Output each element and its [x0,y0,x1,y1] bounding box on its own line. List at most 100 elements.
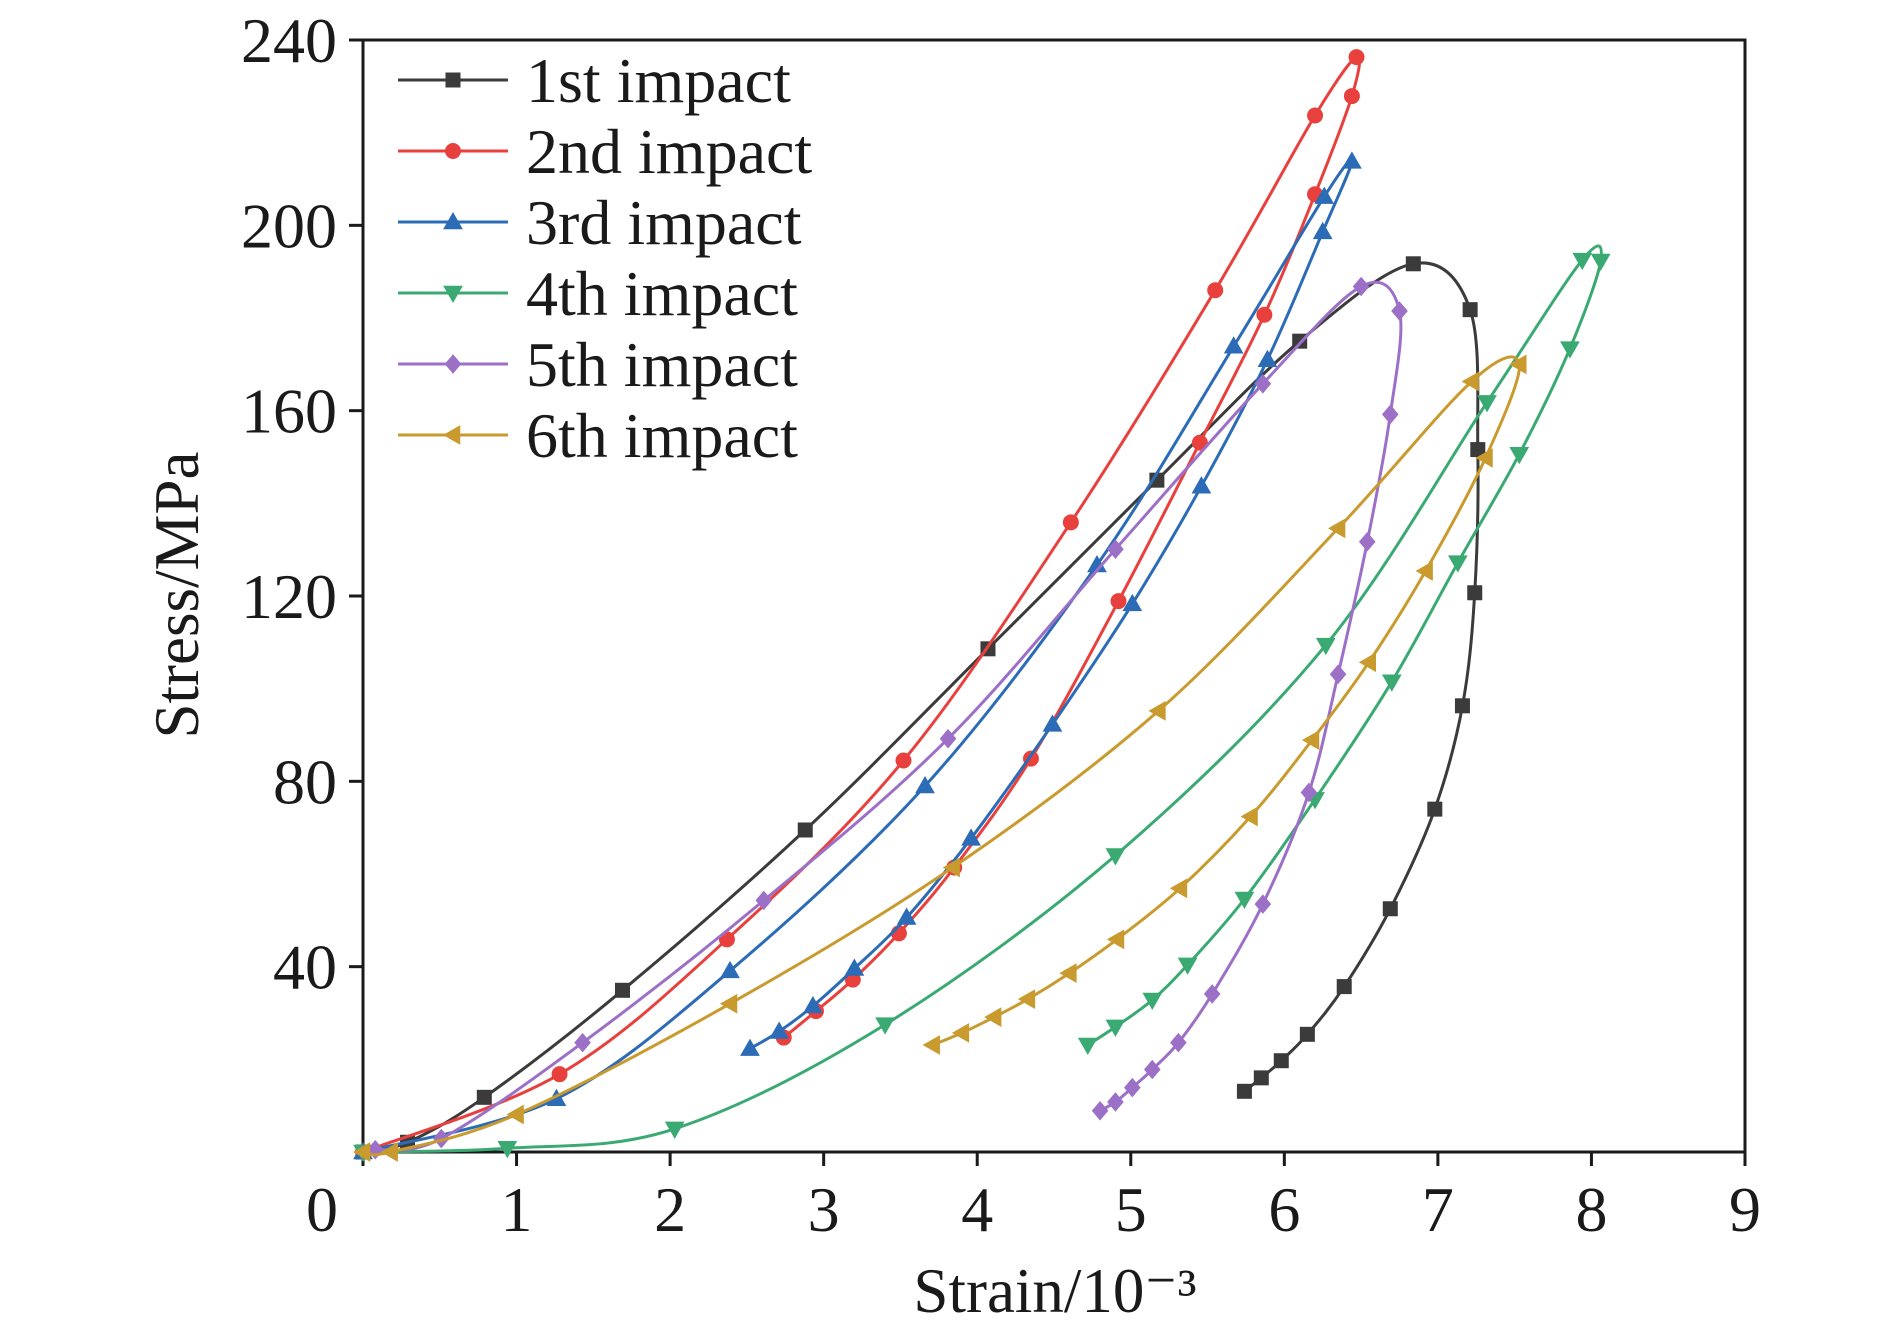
x-tick-label: 6 [1268,1174,1300,1245]
x-tick-label: 5 [1115,1174,1147,1245]
data-point [1461,371,1479,392]
legend-label: 3rd impact [526,187,802,258]
data-point [1382,901,1398,917]
data-point [803,996,823,1014]
series-1st-impact [355,256,1486,1160]
y-axis-label: Stress/MPa [142,451,212,738]
data-point [1560,341,1580,359]
data-point [961,828,981,846]
data-point [380,1142,398,1162]
series-line [361,355,1521,1157]
data-point [506,1104,524,1125]
data-point [1106,929,1125,950]
legend-marker [444,354,462,374]
x-tick-label: 2 [654,1174,686,1245]
legend-label: 1st impact [526,45,791,116]
data-point [1477,395,1497,413]
data-point [1017,989,1036,1009]
data-point [1191,476,1212,494]
data-point [1509,446,1530,465]
data-point [1590,253,1611,272]
data-point [664,1121,685,1139]
data-point [1447,555,1468,573]
data-point [1352,276,1370,297]
legend-item: 6th impact [398,400,798,471]
data-point [1454,698,1470,714]
legend-item: 1st impact [398,45,791,116]
data-point [1142,992,1163,1011]
data-point [497,1141,518,1159]
legend-item: 3rd impact [398,187,802,258]
data-point [1105,1019,1126,1037]
data-point [740,1038,760,1056]
data-point [1391,301,1408,321]
series-line [373,280,1403,1152]
data-point [1462,302,1478,318]
data-point [1107,1092,1124,1112]
data-point [1042,714,1063,732]
data-point [1381,674,1402,692]
data-point [1358,652,1377,673]
data-point [1234,891,1255,910]
data-point [1314,186,1335,204]
data-point [1329,664,1347,685]
x-tick-label: 3 [808,1174,840,1245]
axis-ticks: 0 1 2 3 4 5 6 7 8 9 40 80 120 160 200 240 [241,5,1761,1245]
x-tick-label: 7 [1422,1174,1454,1245]
legend-marker [443,211,463,230]
series-6th-impact [352,354,1527,1162]
data-point [1299,1026,1315,1042]
data-point [720,960,740,979]
data-point [1273,1053,1289,1069]
series-layer [352,49,1611,1163]
data-point [844,958,865,976]
data-point [895,752,912,769]
x-tick-label: 0 [306,1174,338,1245]
legend-item: 2nd impact [398,116,812,187]
data-point [615,982,631,998]
data-point [1254,894,1272,914]
data-point [984,1007,1002,1028]
x-axis-label: Strain/10⁻³ [913,1256,1196,1326]
data-point [875,1017,895,1035]
legend-label: 6th impact [526,400,798,471]
data-point [1315,637,1336,656]
data-point [1236,1083,1252,1099]
data-point [951,1023,970,1043]
data-point [1427,801,1443,817]
data-point [939,728,957,749]
legend-marker [443,285,463,304]
data-point [1122,593,1143,612]
data-point [1124,1077,1141,1098]
data-point [574,1032,591,1053]
data-point [551,1066,568,1083]
data-point [1077,1037,1098,1055]
data-point [1143,1059,1161,1080]
data-point [769,1021,789,1039]
series-line [361,261,1480,1154]
data-point [1177,957,1198,975]
series-3rd-impact [353,151,1362,1160]
data-point [1292,333,1308,349]
data-point [1191,434,1208,451]
data-point [1343,88,1360,105]
data-point [755,890,773,911]
data-point [1470,442,1486,458]
data-point [1509,354,1527,375]
data-point [1328,518,1346,539]
x-tick-label: 4 [961,1174,993,1245]
x-tick-label: 1 [501,1174,533,1245]
data-point [1342,151,1362,169]
data-point [1254,374,1272,394]
data-point [433,1128,450,1149]
data-point [476,1089,492,1105]
y-tick-label: 160 [241,376,337,447]
data-point [1415,561,1433,581]
data-point [719,993,738,1014]
y-tick-label: 240 [241,5,337,76]
data-point [915,775,935,794]
data-point [942,857,960,878]
data-point [1203,984,1221,1004]
data-point [1300,782,1318,803]
legend-item: 4th impact [398,258,798,329]
